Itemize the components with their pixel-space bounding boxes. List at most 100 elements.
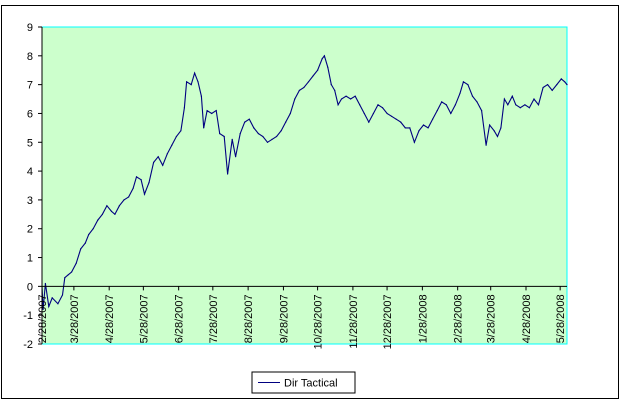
plot-layer — [41, 26, 568, 345]
data-point — [564, 81, 566, 83]
data-point — [57, 303, 59, 305]
data-point — [511, 95, 513, 97]
data-point — [186, 81, 188, 83]
data-point — [323, 55, 325, 57]
data-point — [211, 112, 213, 115]
data-point — [519, 107, 521, 109]
data-point — [485, 144, 487, 146]
data-point — [441, 101, 443, 103]
data-point — [409, 127, 411, 129]
data-point — [537, 104, 540, 106]
y-tick-label: 7 — [27, 80, 33, 92]
x-tick-label: 9/28/2007 — [278, 294, 290, 343]
data-point — [143, 193, 146, 195]
data-point — [321, 58, 323, 60]
data-point — [303, 86, 305, 89]
data-point — [354, 95, 356, 97]
data-point — [337, 104, 339, 106]
data-point — [114, 213, 116, 215]
data-point — [566, 84, 568, 86]
legend-series-label: Dir Tactical — [284, 378, 338, 390]
data-point — [445, 104, 447, 106]
x-tick-label: 2/28/2007 — [37, 294, 49, 343]
data-point — [515, 104, 517, 106]
data-point — [200, 95, 202, 97]
data-point — [507, 104, 509, 106]
data-point — [422, 124, 425, 126]
data-point — [368, 121, 370, 123]
data-point — [190, 84, 192, 86]
data-point — [359, 104, 361, 106]
data-point — [556, 84, 558, 86]
data-point — [118, 205, 120, 207]
data-point — [88, 233, 90, 236]
data-point — [395, 118, 397, 120]
data-point — [203, 127, 205, 129]
data-point — [489, 124, 491, 126]
data-point — [471, 95, 474, 97]
data-point — [106, 205, 108, 207]
data-point — [493, 130, 495, 132]
data-point — [148, 182, 150, 184]
data-point — [219, 133, 221, 135]
data-point — [334, 89, 336, 91]
data-point — [503, 98, 505, 100]
data-point — [80, 248, 82, 250]
x-tick-label: 5/28/2008 — [555, 294, 567, 343]
data-point — [400, 121, 402, 123]
data-point — [450, 112, 452, 115]
x-tick-label: 10/28/2007 — [313, 294, 325, 349]
data-point — [436, 110, 438, 112]
data-point — [110, 210, 113, 212]
data-point — [84, 242, 86, 244]
data-point — [350, 98, 352, 100]
data-point — [132, 187, 134, 189]
y-tick-label: 4 — [27, 166, 33, 178]
data-point — [51, 297, 53, 299]
data-point — [262, 135, 264, 138]
data-point — [454, 104, 456, 106]
data-point — [307, 81, 310, 83]
data-point — [327, 66, 329, 68]
data-point — [432, 118, 434, 120]
data-point — [533, 98, 535, 100]
x-tick-label: 1/28/2008 — [417, 294, 429, 343]
data-point — [528, 107, 531, 109]
data-point — [239, 133, 241, 135]
data-point — [157, 156, 159, 158]
x-tick-label: 5/28/2007 — [138, 294, 150, 343]
data-point — [289, 112, 291, 115]
data-point — [372, 112, 374, 115]
data-point — [175, 135, 177, 138]
data-point — [276, 135, 278, 138]
data-point — [551, 89, 553, 91]
data-point — [459, 92, 461, 94]
data-point — [340, 98, 343, 100]
x-tick-label: 7/28/2007 — [208, 294, 220, 343]
data-point — [44, 282, 47, 285]
x-tick-label: 6/28/2007 — [174, 294, 186, 343]
data-point — [330, 84, 332, 86]
legend-box — [251, 371, 356, 394]
data-point — [227, 173, 229, 175]
y-tick-label: 6 — [27, 108, 33, 120]
data-point — [298, 89, 300, 91]
data-point — [253, 127, 255, 129]
data-point — [42, 308, 44, 310]
data-point — [481, 110, 483, 112]
y-tick-label: 3 — [27, 195, 33, 207]
y-tick-label: 0 — [27, 281, 33, 293]
data-point — [266, 141, 269, 143]
data-point — [547, 84, 549, 86]
data-point — [560, 78, 562, 80]
data-point — [140, 179, 142, 181]
y-tick-label: 1 — [27, 253, 33, 265]
x-tick-label: 3/28/2007 — [69, 294, 81, 343]
data-point — [413, 141, 415, 143]
data-point — [285, 121, 287, 123]
data-point — [135, 176, 138, 178]
y-tick-label: 8 — [27, 51, 33, 63]
data-point — [496, 135, 499, 138]
data-point — [180, 130, 182, 132]
